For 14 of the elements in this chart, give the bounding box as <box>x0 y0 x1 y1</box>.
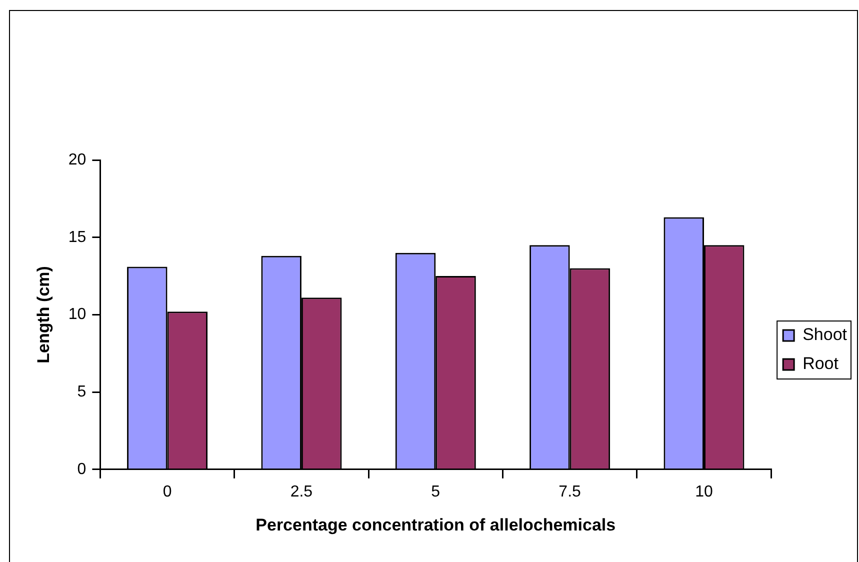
y-axis-title: Length (cm) <box>34 266 53 364</box>
legend-label: Root <box>802 354 839 374</box>
x-tick-label: 10 <box>695 483 713 500</box>
y-tick-label: 0 <box>77 460 86 478</box>
legend-label: Shoot <box>802 325 848 344</box>
y-tick-label: 20 <box>68 151 86 168</box>
y-tick-label: 5 <box>77 383 86 400</box>
x-axis-title: Percentage concentration of allelochemicals <box>256 515 616 534</box>
y-tick-label: 15 <box>68 228 86 246</box>
x-tick-label: 0 <box>162 483 172 500</box>
x-tick-label: 5 <box>431 483 440 500</box>
x-tick-label: 7.5 <box>558 483 582 500</box>
x-tick-label: 2.5 <box>290 483 313 500</box>
y-tick-label: 10 <box>68 306 86 324</box>
